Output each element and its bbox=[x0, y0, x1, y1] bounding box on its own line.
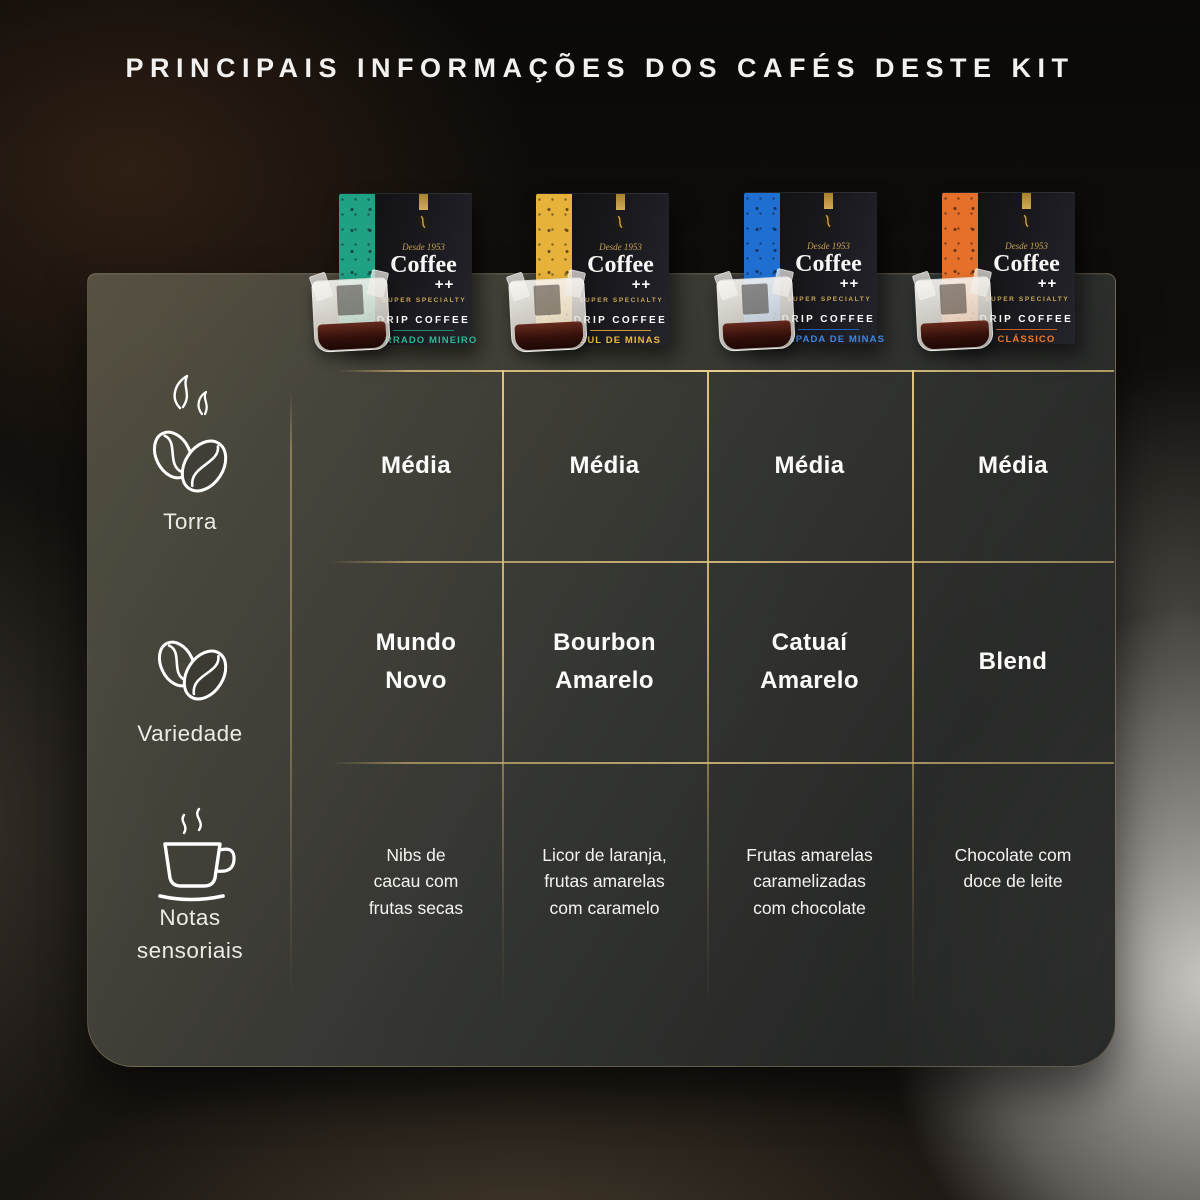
cell-notas-chapada: Frutas amarelas caramelizadas com chocol… bbox=[746, 845, 873, 918]
cell-variedade-sul: Bourbon Amarelo bbox=[553, 629, 656, 694]
ribbon-icon bbox=[1021, 193, 1031, 210]
drip-bag bbox=[911, 267, 994, 352]
grid-vline-2 bbox=[707, 370, 709, 1010]
super-specialty-label: · SUPER SPECIALTY · bbox=[572, 296, 664, 310]
cell-torra-chapada: Média bbox=[774, 452, 845, 479]
package-front: Desde 1953 Coffee ++ · SUPER SPECIALTY ·… bbox=[772, 193, 884, 344]
cell-notas-cerrado: Nibs de cacau com frutas secas bbox=[368, 845, 464, 918]
brand-name: Coffee bbox=[795, 250, 862, 277]
cell-variedade-classico: Blend bbox=[978, 647, 1048, 675]
cell-torra-sul: Média bbox=[569, 452, 640, 479]
row-header-variedade: Variedade bbox=[108, 622, 272, 751]
drip-bag-filter bbox=[939, 283, 967, 315]
drip-bag-coffee bbox=[920, 320, 990, 350]
ribbon-icon bbox=[823, 193, 833, 210]
drip-bag bbox=[308, 268, 391, 353]
drip-coffee-label: DRIP COFFEE bbox=[376, 314, 471, 326]
page-title: PRINCIPAIS INFORMAÇÕES DOS CAFÉS DESTE K… bbox=[125, 53, 1075, 83]
drip-bag-filter bbox=[336, 284, 364, 316]
accent-divider bbox=[798, 328, 859, 330]
cell-notas-classico: Chocolate com doce de leite bbox=[954, 845, 1072, 892]
package-cerrado-mineiro: Desde 1953 Coffee ++ · SUPER SPECIALTY ·… bbox=[308, 193, 476, 353]
row-label: Notas sensoriais bbox=[136, 905, 244, 963]
cell-notas-sul: Licor de laranja, frutas amarelas com ca… bbox=[542, 845, 667, 918]
package-sul-de-minas: Desde 1953 Coffee ++ · SUPER SPECIALTY ·… bbox=[505, 193, 669, 353]
grid-vline-3 bbox=[912, 370, 914, 1010]
row-label: Torra bbox=[163, 509, 217, 534]
row-header-torra: Torra bbox=[108, 374, 272, 539]
accent-divider bbox=[393, 329, 454, 331]
grid-hline-top bbox=[338, 370, 1114, 372]
accent-divider bbox=[590, 329, 651, 331]
package-box: Desde 1953 Coffee ++ · SUPER SPECIALTY ·… bbox=[536, 193, 669, 345]
coffee-bean-medal-icon bbox=[1009, 208, 1043, 237]
roasted-beans-steam-icon bbox=[130, 374, 250, 506]
grid-vline-labels bbox=[290, 392, 292, 997]
brand-plus: ++ bbox=[631, 275, 652, 293]
brand-since: Desde 1953 bbox=[402, 241, 445, 252]
package-front: Desde 1953 Coffee ++ · SUPER SPECIALTY ·… bbox=[370, 194, 476, 345]
grid-vline-1 bbox=[502, 370, 504, 1010]
drip-bag-body bbox=[914, 276, 994, 352]
grid-hline-bottom bbox=[330, 762, 1114, 764]
ribbon-icon bbox=[615, 194, 625, 211]
variety-label: CLÁSSICO bbox=[997, 333, 1056, 345]
coffee-bean-medal-icon bbox=[811, 208, 845, 237]
brand-name: Coffee bbox=[587, 251, 654, 278]
variety-label: CERRADO MINEIRO bbox=[369, 334, 478, 346]
brand-since: Desde 1953 bbox=[807, 240, 850, 251]
accent-divider bbox=[996, 328, 1057, 330]
ribbon-icon bbox=[418, 194, 428, 211]
drip-bag-coffee bbox=[317, 321, 387, 351]
brand-since: Desde 1953 bbox=[1005, 240, 1048, 251]
drip-bag bbox=[713, 267, 796, 352]
variety-label: SUL DE MINAS bbox=[579, 334, 662, 346]
package-front: Desde 1953 Coffee ++ · SUPER SPECIALTY ·… bbox=[572, 194, 669, 345]
coffee-beans-icon bbox=[135, 622, 245, 718]
drip-coffee-label: DRIP COFFEE bbox=[573, 314, 668, 326]
cell-variedade-cerrado: Mundo Novo bbox=[375, 629, 457, 694]
drip-bag-body bbox=[716, 276, 796, 352]
super-specialty-label: · SUPER SPECIALTY · bbox=[978, 295, 1070, 309]
drip-bag-body bbox=[508, 277, 588, 353]
coffee-bean-medal-icon bbox=[406, 209, 440, 238]
brand-plus: ++ bbox=[839, 274, 860, 292]
brand-plus: ++ bbox=[1037, 274, 1058, 292]
super-specialty-label: · SUPER SPECIALTY · bbox=[375, 296, 467, 310]
glass-table-panel bbox=[87, 273, 1116, 1067]
package-chapada-de-minas: Desde 1953 Coffee ++ · SUPER SPECIALTY ·… bbox=[713, 192, 884, 352]
cell-torra-classico: Média bbox=[977, 452, 1048, 479]
coffee-cup-icon bbox=[132, 806, 248, 902]
row-header-notas-sensoriais: Notas sensoriais bbox=[108, 806, 272, 967]
grid-hline-middle bbox=[330, 561, 1114, 563]
cell-variedade-chapada: Catuaí Amarelo bbox=[760, 629, 859, 694]
brand-since: Desde 1953 bbox=[599, 241, 642, 252]
drip-coffee-label: DRIP COFFEE bbox=[781, 313, 876, 325]
brand-plus: ++ bbox=[434, 275, 455, 293]
drip-bag bbox=[505, 268, 588, 353]
coffee-bean-medal-icon bbox=[603, 209, 637, 238]
variety-label: CHAPADA DE MINAS bbox=[771, 333, 886, 345]
drip-coffee-label: DRIP COFFEE bbox=[979, 313, 1074, 325]
drip-bag-filter bbox=[533, 284, 561, 316]
brand-name: Coffee bbox=[390, 251, 457, 278]
drip-bag-coffee bbox=[722, 320, 792, 350]
drip-bag-filter bbox=[741, 283, 769, 315]
row-label: Variedade bbox=[137, 721, 243, 746]
super-specialty-label: · SUPER SPECIALTY · bbox=[780, 295, 872, 309]
package-classico: Desde 1953 Coffee ++ · SUPER SPECIALTY ·… bbox=[911, 192, 1075, 352]
drip-bag-body bbox=[311, 277, 391, 353]
cell-torra-cerrado: Média bbox=[380, 452, 451, 479]
drip-bag-coffee bbox=[514, 321, 584, 351]
brand-name: Coffee bbox=[993, 250, 1060, 277]
